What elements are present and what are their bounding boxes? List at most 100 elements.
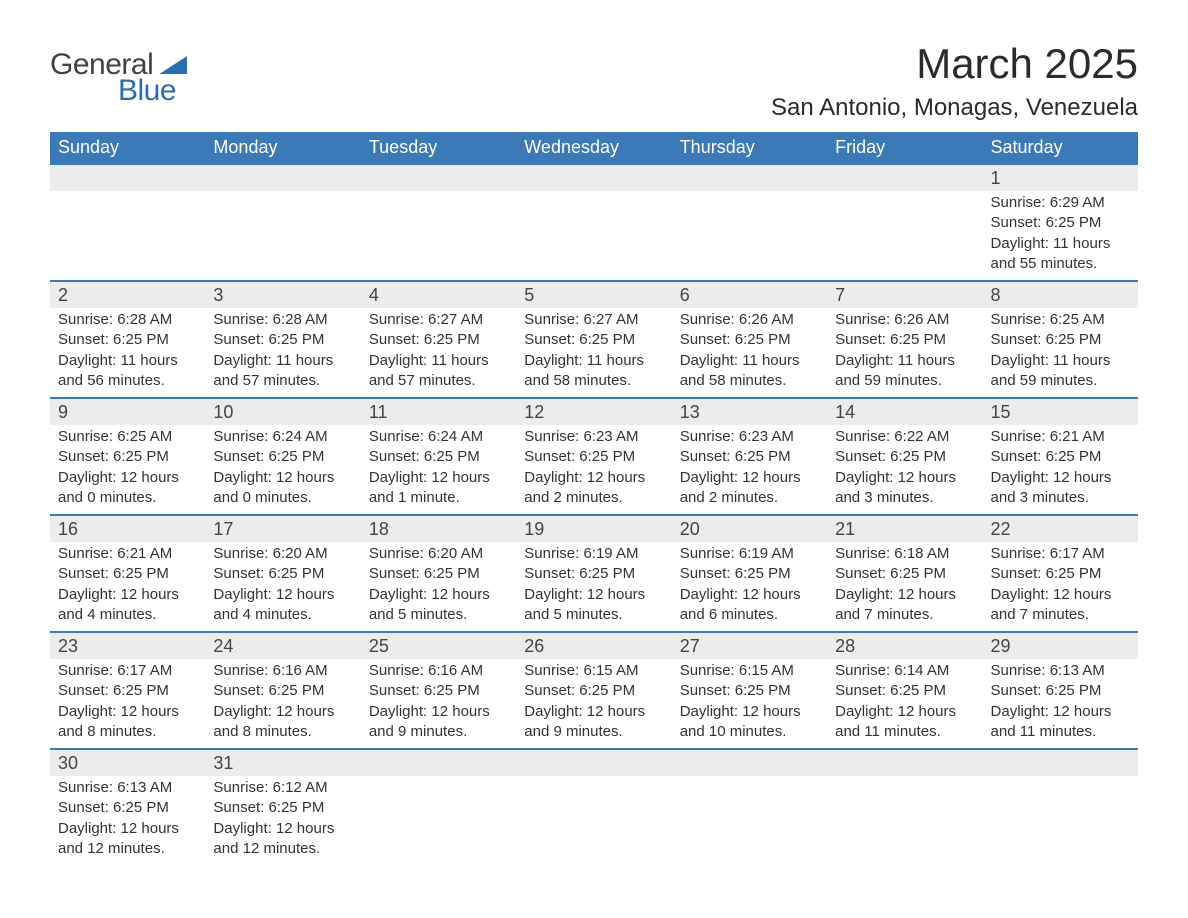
day-detail-line: and 3 minutes. — [835, 488, 974, 508]
week-detail-row: Sunrise: 6:25 AMSunset: 6:25 PMDaylight:… — [50, 425, 1138, 515]
day-detail-line: Daylight: 11 hours — [524, 351, 663, 371]
day-detail-line: and 5 minutes. — [524, 605, 663, 625]
day-detail-line: Sunset: 6:25 PM — [991, 330, 1130, 350]
day-number-cell: 26 — [516, 632, 671, 659]
day-number-cell: 22 — [983, 515, 1138, 542]
day-header: Tuesday — [361, 132, 516, 164]
day-number-cell — [983, 749, 1138, 776]
day-detail-line: Sunset: 6:25 PM — [58, 798, 197, 818]
week-detail-row: Sunrise: 6:13 AMSunset: 6:25 PMDaylight:… — [50, 776, 1138, 865]
day-detail-line: Sunset: 6:25 PM — [369, 564, 508, 584]
day-detail-line: Sunrise: 6:26 AM — [835, 310, 974, 330]
day-header: Monday — [205, 132, 360, 164]
day-detail-line: and 2 minutes. — [524, 488, 663, 508]
day-detail-line: Daylight: 11 hours — [991, 351, 1130, 371]
day-detail-cell: Sunrise: 6:18 AMSunset: 6:25 PMDaylight:… — [827, 542, 982, 632]
day-detail-cell: Sunrise: 6:15 AMSunset: 6:25 PMDaylight:… — [516, 659, 671, 749]
day-detail-line: Sunset: 6:25 PM — [680, 681, 819, 701]
day-number-cell: 25 — [361, 632, 516, 659]
day-detail-cell — [672, 776, 827, 865]
day-detail-line: Daylight: 11 hours — [835, 351, 974, 371]
day-number-cell — [50, 164, 205, 191]
day-detail-line: Daylight: 12 hours — [991, 585, 1130, 605]
day-detail-cell: Sunrise: 6:16 AMSunset: 6:25 PMDaylight:… — [361, 659, 516, 749]
day-detail-line: and 0 minutes. — [58, 488, 197, 508]
month-title: March 2025 — [771, 40, 1138, 88]
day-detail-line: Daylight: 12 hours — [524, 468, 663, 488]
day-detail-line: and 9 minutes. — [369, 722, 508, 742]
day-detail-line: Daylight: 12 hours — [835, 702, 974, 722]
day-detail-line: Daylight: 12 hours — [369, 585, 508, 605]
day-detail-cell: Sunrise: 6:20 AMSunset: 6:25 PMDaylight:… — [205, 542, 360, 632]
day-detail-cell — [205, 191, 360, 281]
day-detail-line: Daylight: 12 hours — [835, 468, 974, 488]
day-detail-line: and 10 minutes. — [680, 722, 819, 742]
day-detail-cell: Sunrise: 6:12 AMSunset: 6:25 PMDaylight:… — [205, 776, 360, 865]
day-number-cell: 17 — [205, 515, 360, 542]
day-number-cell: 19 — [516, 515, 671, 542]
day-detail-cell: Sunrise: 6:20 AMSunset: 6:25 PMDaylight:… — [361, 542, 516, 632]
day-number-cell: 4 — [361, 281, 516, 308]
day-detail-line: Sunset: 6:25 PM — [524, 564, 663, 584]
day-detail-line: Daylight: 12 hours — [680, 468, 819, 488]
week-daynum-row: 1 — [50, 164, 1138, 191]
day-detail-line: Sunrise: 6:15 AM — [680, 661, 819, 681]
day-header: Thursday — [672, 132, 827, 164]
day-number-cell: 1 — [983, 164, 1138, 191]
day-number-cell: 15 — [983, 398, 1138, 425]
day-detail-line: Sunrise: 6:26 AM — [680, 310, 819, 330]
week-daynum-row: 16171819202122 — [50, 515, 1138, 542]
day-detail-line: Sunset: 6:25 PM — [213, 798, 352, 818]
day-detail-line: Sunset: 6:25 PM — [524, 330, 663, 350]
day-number-cell: 30 — [50, 749, 205, 776]
day-detail-line: and 6 minutes. — [680, 605, 819, 625]
day-detail-line: and 58 minutes. — [680, 371, 819, 391]
day-detail-cell: Sunrise: 6:25 AMSunset: 6:25 PMDaylight:… — [50, 425, 205, 515]
day-detail-line: Sunrise: 6:27 AM — [524, 310, 663, 330]
day-detail-line: Sunrise: 6:12 AM — [213, 778, 352, 798]
day-detail-line: Sunset: 6:25 PM — [213, 681, 352, 701]
day-header: Wednesday — [516, 132, 671, 164]
day-number-cell — [361, 164, 516, 191]
day-detail-line: Daylight: 11 hours — [58, 351, 197, 371]
day-detail-line: Sunrise: 6:18 AM — [835, 544, 974, 564]
day-detail-line: Sunset: 6:25 PM — [991, 681, 1130, 701]
day-detail-line: and 5 minutes. — [369, 605, 508, 625]
day-detail-line: and 56 minutes. — [58, 371, 197, 391]
day-number-cell: 9 — [50, 398, 205, 425]
day-detail-line: and 58 minutes. — [524, 371, 663, 391]
day-detail-line: and 2 minutes. — [680, 488, 819, 508]
day-number-cell: 6 — [672, 281, 827, 308]
day-detail-line: and 8 minutes. — [213, 722, 352, 742]
day-detail-line: Sunrise: 6:20 AM — [369, 544, 508, 564]
day-detail-line: Sunset: 6:25 PM — [58, 564, 197, 584]
day-detail-line: Sunset: 6:25 PM — [835, 564, 974, 584]
day-detail-line: Daylight: 11 hours — [680, 351, 819, 371]
day-detail-line: Daylight: 12 hours — [58, 468, 197, 488]
page-header: General Blue March 2025 San Antonio, Mon… — [50, 40, 1138, 122]
day-number-cell — [827, 749, 982, 776]
day-detail-cell — [827, 776, 982, 865]
day-number-cell — [516, 164, 671, 191]
day-detail-line: Daylight: 12 hours — [524, 702, 663, 722]
day-detail-line: Daylight: 12 hours — [991, 702, 1130, 722]
day-detail-line: Sunset: 6:25 PM — [213, 330, 352, 350]
day-detail-cell — [672, 191, 827, 281]
calendar-table: Sunday Monday Tuesday Wednesday Thursday… — [50, 132, 1138, 865]
day-detail-line: and 55 minutes. — [991, 254, 1130, 274]
day-detail-line: and 57 minutes. — [369, 371, 508, 391]
day-detail-cell: Sunrise: 6:27 AMSunset: 6:25 PMDaylight:… — [361, 308, 516, 398]
day-detail-line: Daylight: 12 hours — [835, 585, 974, 605]
day-detail-line: Sunset: 6:25 PM — [524, 447, 663, 467]
day-detail-line: Daylight: 12 hours — [369, 702, 508, 722]
day-number-cell: 12 — [516, 398, 671, 425]
day-detail-line: and 12 minutes. — [213, 839, 352, 859]
day-number-cell: 20 — [672, 515, 827, 542]
day-detail-line: Sunrise: 6:21 AM — [58, 544, 197, 564]
day-detail-line: Daylight: 12 hours — [680, 702, 819, 722]
day-detail-line: and 7 minutes. — [991, 605, 1130, 625]
day-number-cell — [516, 749, 671, 776]
day-number-cell: 2 — [50, 281, 205, 308]
day-detail-line: Sunrise: 6:24 AM — [369, 427, 508, 447]
day-detail-cell: Sunrise: 6:17 AMSunset: 6:25 PMDaylight:… — [983, 542, 1138, 632]
